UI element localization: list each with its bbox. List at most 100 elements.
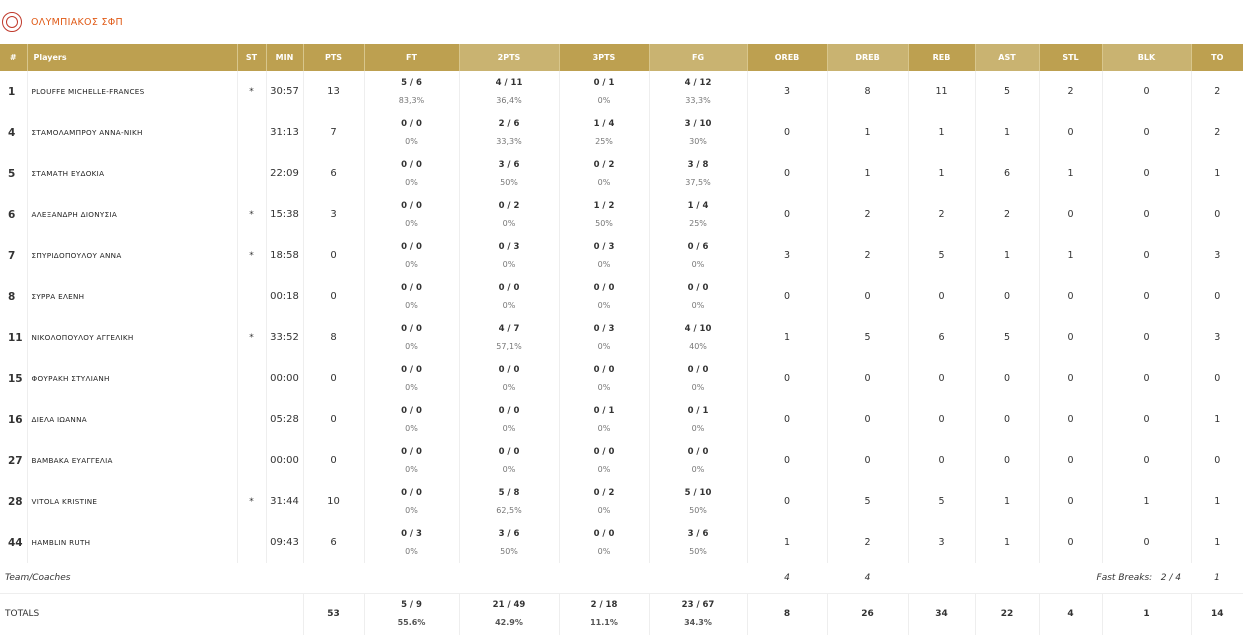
player-blk: 0 (1102, 112, 1192, 153)
player-3pts-pct: 0% (597, 464, 611, 474)
col-pts: PTS (303, 44, 365, 71)
player-2pts-made: 4 / 7 (498, 323, 520, 334)
player-to: 1 (1214, 537, 1221, 548)
player-3pts-pct: 0% (597, 341, 611, 351)
player-name[interactable]: ΣΥΡΡΑ ΕΛΕΝΗ (27, 276, 238, 317)
player-3pts: 0 / 1 0% (559, 71, 650, 112)
player-name[interactable]: ΑΛΕΞΑΝΔΡΗ ΔΙΟΝΥΣΙΑ (27, 194, 238, 235)
fast-breaks: Fast Breaks: 2 / 4 (908, 563, 1191, 594)
player-ft-made: 0 / 0 (401, 159, 422, 170)
player-fg-pct: 33,3% (685, 95, 711, 105)
player-dreb: 8 (827, 71, 909, 112)
player-ft: 0 / 3 0% (364, 522, 460, 563)
player-to: 3 (1214, 250, 1221, 261)
player-dreb: 5 (827, 317, 909, 358)
col-3pts: 3PTS (559, 44, 650, 71)
player-pts: 13 (303, 71, 365, 112)
player-row: 7 ΣΠΥΡΙΔΟΠΟΥΛΟΥ ΑΝΝΑ * 18:58 0 0 / 0 0% 0 / 3 0%… (0, 235, 1243, 276)
player-2pts-pct: 57,1% (496, 341, 522, 351)
player-to: 1 (1214, 168, 1221, 179)
player-name[interactable]: ΝΙΚΟΛΟΠΟΥΛΟΥ ΑΓΓΕΛΙΚΗ (27, 317, 238, 358)
totals-ast: 22 (975, 593, 1040, 635)
player-oreb: 1 (747, 522, 828, 563)
player-number: 1 (0, 71, 28, 112)
player-fg-made: 0 / 0 (687, 282, 709, 293)
player-reb: 0 (908, 358, 976, 399)
player-ft: 0 / 0 0% (364, 399, 460, 440)
player-2pts-made: 0 / 2 (498, 200, 520, 211)
player-3pts: 0 / 0 0% (559, 440, 650, 481)
player-ft-made: 0 / 3 (401, 528, 422, 539)
player-3pts: 0 / 0 0% (559, 358, 650, 399)
player-fg-pct: 0% (691, 259, 705, 269)
player-ast: 5 (975, 317, 1040, 358)
player-name[interactable]: ΣΤΑΜΑΤΗ ΕΥΔΟΚΙΑ (27, 153, 238, 194)
col-fg: FG (649, 44, 748, 71)
player-ft: 0 / 0 0% (364, 358, 460, 399)
player-name[interactable]: ΔΙΕΛΑ ΙΩΑΝΝΑ (27, 399, 238, 440)
col-players: Players (27, 44, 238, 71)
player-2pts-made: 0 / 0 (498, 364, 520, 375)
team-coaches-label: Team/Coaches (0, 563, 747, 594)
player-ft: 5 / 6 83,3% (364, 71, 460, 112)
player-name[interactable]: HAMBLIN RUTH (27, 522, 238, 563)
player-pts: 10 (303, 481, 365, 522)
player-stl: 0 (1039, 399, 1103, 440)
player-fg-made: 3 / 10 (684, 118, 712, 129)
player-name[interactable]: ΣΤΑΜΟΛΑΜΠΡΟΥ ΑΝΝΑ-ΝΙΚΗ (27, 112, 238, 153)
player-number: 6 (0, 194, 28, 235)
player-to: 0 (1214, 209, 1221, 220)
player-name[interactable]: PLOUFFE MICHELLE-FRANCES (27, 71, 238, 112)
player-oreb: 0 (747, 440, 828, 481)
team-name[interactable]: ΟΛΥΜΠΙΑΚΟΣ ΣΦΠ (31, 16, 123, 28)
player-number: 4 (0, 112, 28, 153)
player-min: 31:44 (266, 481, 304, 522)
totals-stl: 4 (1039, 593, 1103, 635)
player-dreb: 0 (827, 358, 909, 399)
player-row: 44 HAMBLIN RUTH 09:43 6 0 / 3 0% 3 / 6 50% 0 / 0… (0, 522, 1243, 563)
player-name[interactable]: ΒΑΜΒΑΚΑ ΕΥΑΓΓΕΛΙΑ (27, 440, 238, 481)
player-name[interactable]: ΣΠΥΡΙΔΟΠΟΥΛΟΥ ΑΝΝΑ (27, 235, 238, 276)
starter-mark (237, 522, 267, 563)
totals-reb: 34 (908, 593, 976, 635)
player-pts: 0 (303, 235, 365, 276)
player-ft: 0 / 0 0% (364, 194, 460, 235)
player-ast: 5 (975, 71, 1040, 112)
player-fg-pct: 50% (689, 505, 707, 515)
player-fg-made: 0 / 6 (687, 241, 709, 252)
player-2pts-pct: 0% (502, 423, 516, 433)
totals-3pts: 2 / 18 11.1% (559, 593, 650, 635)
player-fg-made: 3 / 8 (687, 159, 709, 170)
player-pts: 0 (303, 440, 365, 481)
player-reb: 5 (908, 235, 976, 276)
player-ft: 0 / 0 0% (364, 276, 460, 317)
player-2pts-pct: 33,3% (496, 136, 522, 146)
player-2pts: 0 / 0 0% (459, 440, 560, 481)
player-3pts: 0 / 3 0% (559, 317, 650, 358)
player-2pts-pct: 50% (500, 546, 518, 556)
player-name[interactable]: ΦΟΥΡΑΚΗ ΣΤΥΛΙΑΝΗ (27, 358, 238, 399)
player-pts: 0 (303, 358, 365, 399)
player-ft-pct: 0% (405, 505, 418, 515)
player-reb: 5 (908, 481, 976, 522)
player-stl: 0 (1039, 481, 1103, 522)
player-ast: 0 (975, 276, 1040, 317)
player-ft: 0 / 0 0% (364, 317, 460, 358)
player-3pts-pct: 0% (597, 505, 611, 515)
player-name[interactable]: VITOLA KRISTINE (27, 481, 238, 522)
col-st: ST (237, 44, 267, 71)
starter-mark (237, 399, 267, 440)
player-reb: 0 (908, 399, 976, 440)
player-reb: 0 (908, 440, 976, 481)
player-3pts-made: 0 / 2 (593, 159, 615, 170)
player-3pts-made: 1 / 4 (593, 118, 615, 129)
player-ast: 0 (975, 358, 1040, 399)
player-row: 1 PLOUFFE MICHELLE-FRANCES * 30:57 13 5 / 6 83… (0, 71, 1243, 112)
player-2pts-pct: 36,4% (496, 95, 522, 105)
player-oreb: 0 (747, 399, 828, 440)
player-ast: 1 (975, 481, 1040, 522)
player-ft-pct: 0% (405, 300, 418, 310)
col-2pts: 2PTS (459, 44, 560, 71)
player-to: 0 (1214, 291, 1221, 302)
starter-mark: * (237, 235, 267, 276)
